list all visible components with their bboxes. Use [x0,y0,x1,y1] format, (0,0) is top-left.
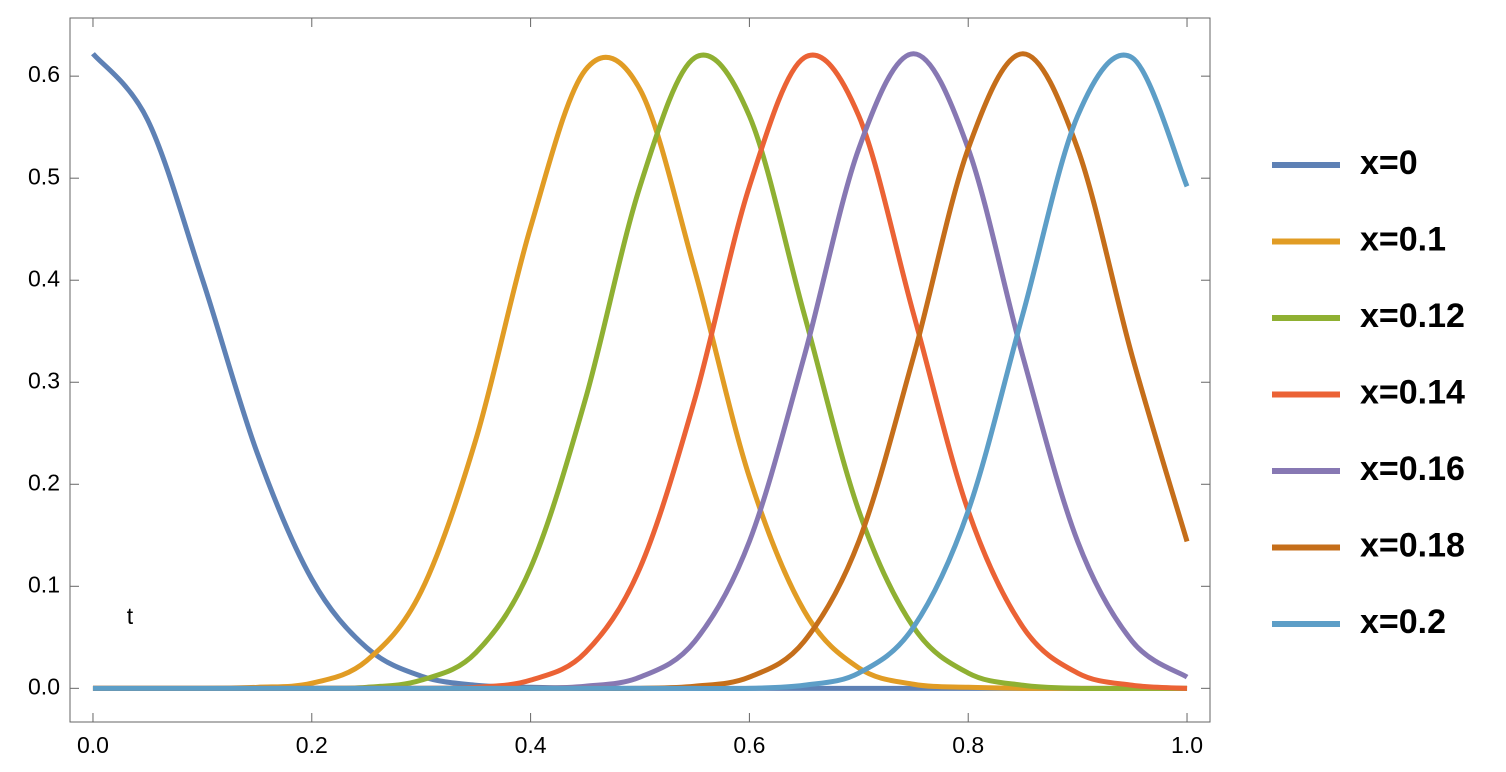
y-tick-label: 0.6 [28,61,60,87]
legend-label: x=0 [1360,144,1418,182]
series-line [91,52,1188,691]
y-tick-label: 0.5 [28,163,60,189]
y-tick-label: 0.0 [28,673,60,699]
y-tick-label: 0.1 [28,571,60,597]
legend-label: x=0.14 [1360,373,1465,411]
legend-label: x=0.18 [1360,526,1465,564]
x-tick-label: 0.4 [515,732,547,758]
legend-label: x=0.12 [1360,297,1465,335]
x-tick-label: 0.6 [733,732,765,758]
x-tick-label: 0.8 [952,732,984,758]
series-line [92,52,1188,691]
series-line [92,54,1188,691]
x-tick-label: 0.0 [77,732,109,758]
series-line [92,51,1190,691]
x-tick-label: 1.0 [1171,732,1203,758]
legend-label: x=0.1 [1360,220,1446,258]
series-line [92,51,1189,691]
legend-label: x=0.2 [1360,603,1446,641]
y-tick-label: 0.3 [28,367,60,393]
plot-frame [69,17,1211,723]
y-tick-label: 0.2 [28,469,60,495]
axis-label: t [127,603,134,629]
x-tick-label: 0.2 [296,732,328,758]
legend-label: x=0.16 [1360,450,1465,488]
y-tick-label: 0.4 [28,265,60,291]
series-line [92,52,1188,692]
series-line [92,52,1190,692]
